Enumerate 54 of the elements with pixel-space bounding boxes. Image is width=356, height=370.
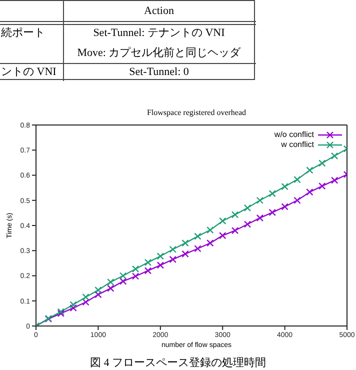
point bbox=[144, 267, 152, 274]
point bbox=[144, 258, 152, 266]
point bbox=[182, 239, 189, 247]
point bbox=[156, 252, 164, 260]
point bbox=[94, 290, 102, 298]
point bbox=[330, 152, 338, 160]
point bbox=[281, 203, 288, 210]
text: Set-Tunnel: 0 bbox=[128, 65, 190, 80]
point bbox=[256, 196, 264, 204]
point bbox=[82, 294, 90, 301]
point bbox=[119, 278, 127, 285]
point bbox=[70, 304, 77, 312]
point bbox=[330, 176, 338, 184]
point bbox=[281, 182, 288, 190]
point bbox=[306, 166, 314, 174]
legend-label: w conflict bbox=[281, 140, 314, 150]
point bbox=[244, 204, 252, 212]
point bbox=[107, 284, 114, 292]
point bbox=[256, 214, 264, 222]
text: ントの VNI bbox=[1, 65, 58, 80]
point bbox=[231, 226, 239, 234]
caption: 図 4 フロースペース登録の処理時間 bbox=[89, 356, 267, 370]
point bbox=[194, 245, 202, 252]
point bbox=[318, 160, 326, 167]
point bbox=[156, 262, 164, 269]
point bbox=[132, 265, 140, 273]
point bbox=[244, 220, 252, 228]
point bbox=[206, 239, 214, 247]
point bbox=[107, 278, 114, 286]
point bbox=[268, 208, 276, 216]
point bbox=[219, 232, 226, 240]
text: Move: カプセル化前と同じヘッダ bbox=[76, 46, 242, 61]
point bbox=[132, 272, 140, 280]
point bbox=[182, 250, 189, 258]
point bbox=[169, 246, 176, 253]
point bbox=[318, 182, 326, 190]
point bbox=[294, 176, 301, 184]
text: Set-Tunnel: テナントの VNI bbox=[92, 26, 226, 41]
chart-title: Flowspace registered overhead bbox=[146, 108, 248, 117]
point bbox=[70, 301, 77, 308]
point bbox=[306, 188, 314, 196]
legend-label: w/o conflict bbox=[274, 130, 314, 140]
point bbox=[231, 211, 239, 218]
text: Action bbox=[143, 4, 175, 19]
text: 続ポート bbox=[1, 26, 46, 41]
point bbox=[169, 256, 176, 264]
point bbox=[219, 217, 226, 225]
point bbox=[119, 272, 127, 280]
point bbox=[294, 196, 301, 204]
point bbox=[268, 190, 276, 198]
point bbox=[194, 232, 202, 240]
point bbox=[82, 298, 90, 306]
point bbox=[206, 226, 214, 234]
point bbox=[94, 286, 102, 294]
